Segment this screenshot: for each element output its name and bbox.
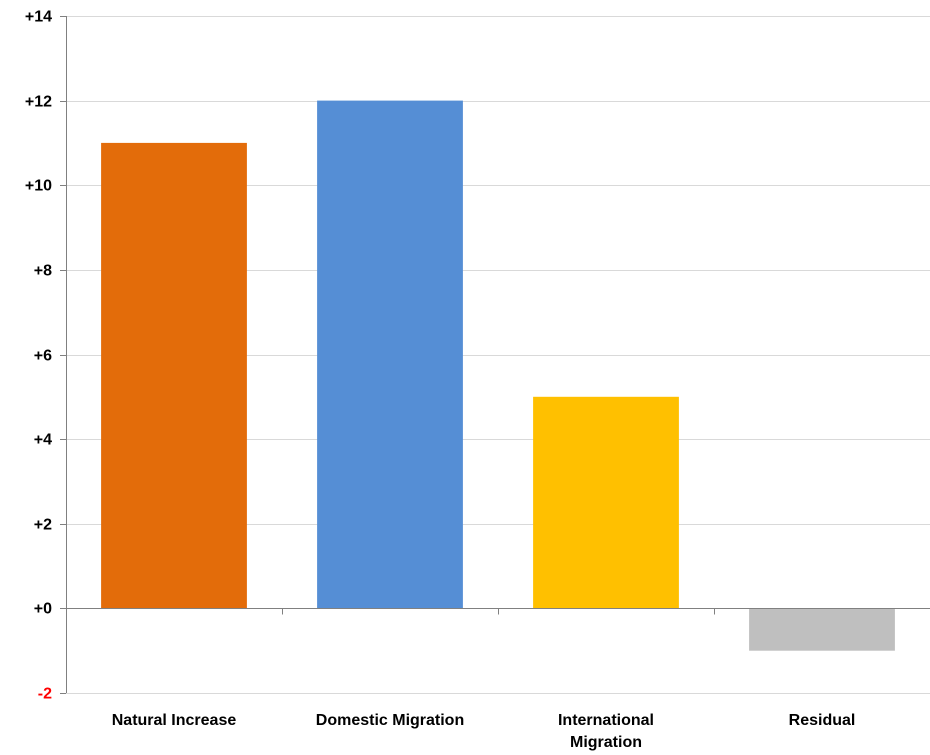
- y-tick-label: +8: [34, 263, 52, 280]
- bar-domestic-migration: [317, 100, 463, 609]
- x-category-label: Domestic Migration: [316, 712, 464, 729]
- y-tick-label: +10: [25, 178, 52, 195]
- x-category-label: Residual: [789, 712, 856, 729]
- y-tick-label: +2: [34, 517, 52, 534]
- bar-residual: [749, 608, 895, 651]
- x-category-label: International: [558, 712, 654, 729]
- x-category-labels: Natural Increase Domestic Migration Intern…: [112, 712, 856, 751]
- y-tick-label: +6: [34, 348, 52, 365]
- y-tick-labels: -2 +0 +2 +4 +6 +8 +10 +12 +14: [25, 9, 52, 703]
- x-category-label: Migration: [570, 734, 642, 751]
- y-tick-label: +0: [34, 601, 52, 618]
- y-tick-label: +4: [34, 432, 52, 449]
- bar-international-migration: [533, 396, 679, 609]
- y-tick-label: +14: [25, 9, 52, 26]
- bar-natural-increase: [101, 142, 247, 609]
- axes: [60, 16, 930, 694]
- x-category-label: Natural Increase: [112, 712, 237, 729]
- bars: [101, 100, 895, 651]
- y-tick-label: +12: [25, 94, 52, 111]
- y-tick-label: -2: [38, 686, 52, 703]
